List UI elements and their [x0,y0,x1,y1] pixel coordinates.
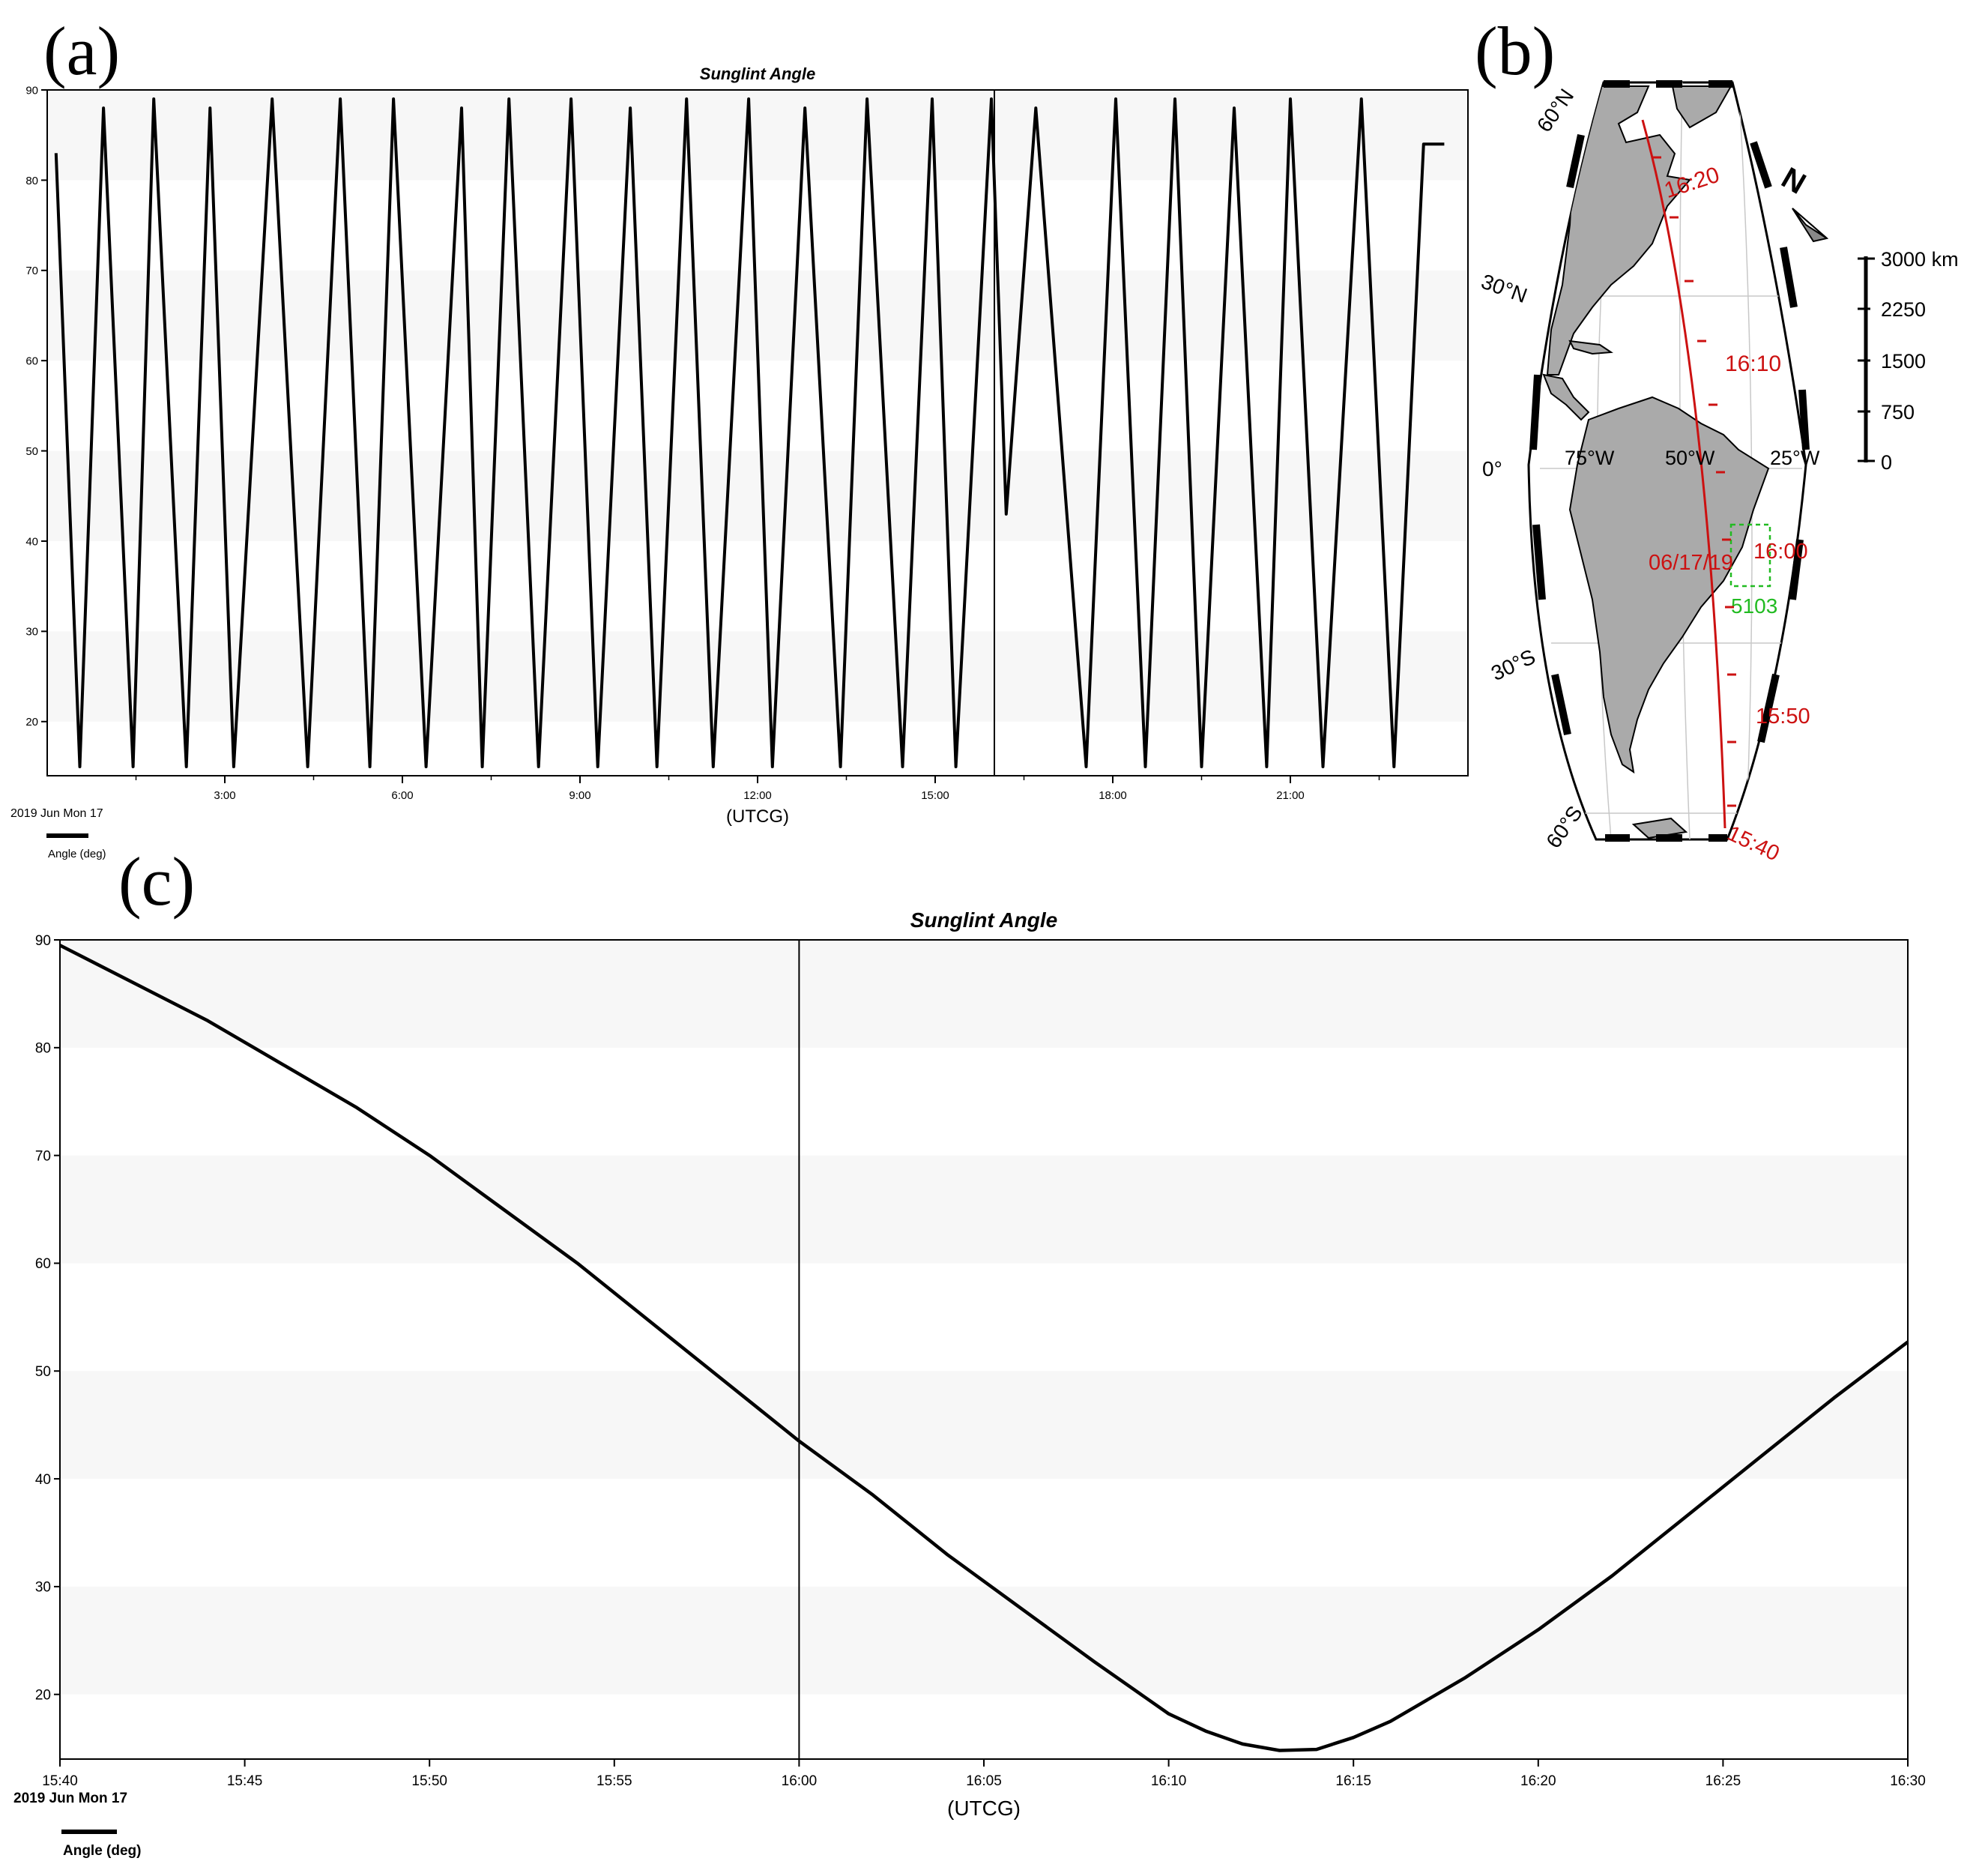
map-lat-label-0: 0° [1482,457,1502,480]
c-ytick-label-60: 60 [35,1256,51,1272]
chart-a-yticks: 20 30 40 50 60 70 80 90 [25,84,47,729]
a-ytick-label-70: 70 [25,265,38,277]
c-xtick-label-15:45: 15:45 [227,1773,263,1789]
map-b: 60°N 30°N 0° 30°S 60°S 75°W 50°W 25°W 16… [1478,80,1959,866]
c-ytick-label-70: 70 [35,1148,51,1164]
chart-c-title: Sunglint Angle [910,908,1058,932]
chart-a-series-line [54,97,1445,768]
chart-c-legend-label: Angle (deg) [63,1843,142,1859]
c-xtick-label-15:40: 15:40 [42,1773,78,1789]
map-scale-bar: 3000 km 2250 1500 750 0 [1858,248,1959,474]
c-xtick-label-16:15: 16:15 [1335,1773,1371,1789]
chart-a-xticks: 3:00 6:00 9:00 12:00 15:00 18:00 21:00 [135,776,1380,802]
map-lon-label-25w: 25°W [1770,447,1820,469]
c-band-80 [60,940,1908,1048]
caribbean-shape [1568,340,1613,355]
scale-label-3000: 3000 km [1881,248,1959,271]
antarctic-peninsula-shape [1631,817,1688,839]
map-lat-label-30n: 30°N [1478,270,1530,308]
a-xtick-label-18:00: 18:00 [1099,789,1127,802]
track-time-1550: 15:50 [1756,705,1810,729]
chart-c-date-label: 2019 Jun Mon 17 [13,1791,127,1806]
map-lat-label-30s: 30°S [1487,645,1538,685]
a-ytick-label-80: 80 [25,175,38,187]
c-xtick-label-16:20: 16:20 [1520,1773,1556,1789]
chart-a-legend-label: Angle (deg) [48,848,106,860]
c-ytick-label-50: 50 [35,1364,51,1380]
panel-label-b: (b) [1475,13,1556,89]
c-xtick-label-16:00: 16:00 [782,1773,818,1789]
scale-label-0: 0 [1881,451,1892,474]
c-xtick-label-16:05: 16:05 [966,1773,1002,1789]
c-band-60 [60,1155,1908,1264]
chart-a-date-label: 2019 Jun Mon 17 [10,807,103,820]
chart-c-yticks: 20 30 40 50 60 70 80 90 [35,933,60,1703]
a-ytick-label-20: 20 [25,716,38,729]
map-site-box [1729,523,1771,588]
a-xtick-label-9:00: 9:00 [569,789,590,802]
chart-c-series-line [58,944,1909,1752]
c-band-40 [60,1371,1908,1480]
c-ytick-label-80: 80 [35,1041,51,1057]
panel-label-c: (c) [118,843,196,920]
scale-label-1500: 1500 [1881,350,1926,373]
scale-label-2250: 2250 [1881,298,1926,321]
a-band-40 [47,450,1468,541]
a-xtick-label-6:00: 6:00 [391,789,413,802]
map-lat-label-60s: 60°S [1541,801,1586,852]
chart-a-xlabel: (UTCG) [726,806,789,827]
scale-label-750: 750 [1881,401,1915,423]
c-ytick-label-30: 30 [35,1580,51,1596]
central-america-shape [1542,373,1590,421]
a-ytick-label-90: 90 [25,84,38,97]
a-ytick-label-30: 30 [25,626,38,639]
north-arrow-label: N [1776,161,1811,201]
north-arrow: N [1776,161,1829,243]
c-xtick-label-16:25: 16:25 [1705,1773,1741,1789]
chart-a-bands [47,90,1468,722]
map-lon-label-75w: 75°W [1565,447,1615,469]
c-band-20 [60,1586,1908,1695]
c-xtick-label-15:50: 15:50 [411,1773,447,1789]
a-ytick-label-40: 40 [25,535,38,548]
map-lat-label-60n: 60°N [1532,85,1578,136]
a-ytick-label-50: 50 [25,445,38,458]
south-america-shape [1568,396,1770,774]
chart-c-xticks: 15:40 15:45 15:50 15:55 16:00 16:05 16:10 16:15… [42,1759,1926,1789]
c-xtick-label-15:55: 15:55 [596,1773,632,1789]
panel-label-a: (a) [43,13,121,89]
a-band-80 [47,90,1468,181]
track-date-label: 06/17/19 [1649,551,1733,575]
c-ytick-label-40: 40 [35,1472,51,1488]
map-satellite-track [1641,119,1726,829]
c-ytick-label-90: 90 [35,933,51,949]
track-time-1540: 15:40 [1723,821,1783,866]
a-ytick-label-60: 60 [25,355,38,368]
a-xtick-label-3:00: 3:00 [214,789,235,802]
a-xtick-label-21:00: 21:00 [1276,789,1305,802]
map-site-label: 5103 [1731,594,1777,618]
a-band-20 [47,631,1468,722]
track-time-1610: 16:10 [1725,352,1781,376]
chart-a-title: Sunglint Angle [700,64,815,83]
chart-c-xlabel: (UTCG) [947,1797,1021,1820]
map-border-ticks [1529,80,1810,842]
a-xtick-label-15:00: 15:00 [921,789,949,802]
track-time-1600: 16:00 [1753,540,1808,564]
c-ytick-label-20: 20 [35,1687,51,1703]
chart-c-bands [60,940,1908,1695]
c-xtick-label-16:30: 16:30 [1890,1773,1926,1789]
map-lon-label-50w: 50°W [1665,447,1715,469]
a-xtick-label-12:00: 12:00 [743,789,772,802]
chart-a: Sunglint Angle 20 30 40 50 60 70 80 90 3:00 6:00… [10,64,1469,860]
c-xtick-label-16:10: 16:10 [1151,1773,1187,1789]
